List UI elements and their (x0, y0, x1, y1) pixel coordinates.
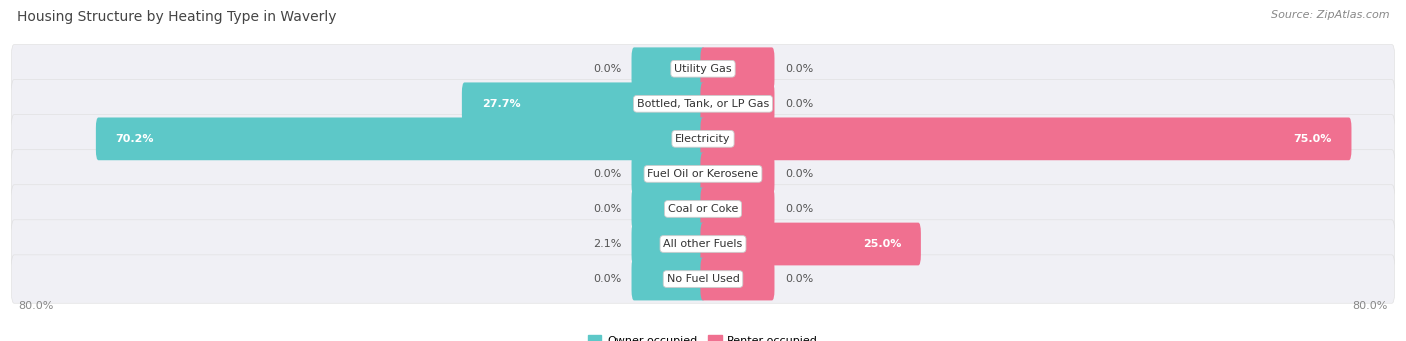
Text: No Fuel Used: No Fuel Used (666, 274, 740, 284)
FancyBboxPatch shape (11, 115, 1395, 163)
FancyBboxPatch shape (631, 47, 706, 90)
Text: 80.0%: 80.0% (18, 301, 53, 311)
Text: 80.0%: 80.0% (1353, 301, 1388, 311)
Text: Source: ZipAtlas.com: Source: ZipAtlas.com (1271, 10, 1389, 20)
Text: 0.0%: 0.0% (593, 274, 621, 284)
FancyBboxPatch shape (11, 220, 1395, 268)
Text: 0.0%: 0.0% (785, 64, 813, 74)
Legend: Owner-occupied, Renter-occupied: Owner-occupied, Renter-occupied (583, 331, 823, 341)
FancyBboxPatch shape (11, 185, 1395, 233)
Text: Utility Gas: Utility Gas (675, 64, 731, 74)
Text: Electricity: Electricity (675, 134, 731, 144)
FancyBboxPatch shape (631, 223, 706, 265)
Text: 75.0%: 75.0% (1294, 134, 1331, 144)
FancyBboxPatch shape (700, 118, 1351, 160)
Text: 0.0%: 0.0% (593, 169, 621, 179)
Text: Bottled, Tank, or LP Gas: Bottled, Tank, or LP Gas (637, 99, 769, 109)
Text: 0.0%: 0.0% (593, 204, 621, 214)
Text: All other Fuels: All other Fuels (664, 239, 742, 249)
FancyBboxPatch shape (11, 45, 1395, 93)
Text: Coal or Coke: Coal or Coke (668, 204, 738, 214)
Text: 27.7%: 27.7% (482, 99, 520, 109)
Text: 0.0%: 0.0% (785, 204, 813, 214)
FancyBboxPatch shape (700, 223, 921, 265)
FancyBboxPatch shape (700, 152, 775, 195)
Text: 70.2%: 70.2% (115, 134, 155, 144)
FancyBboxPatch shape (700, 188, 775, 230)
FancyBboxPatch shape (631, 258, 706, 300)
Text: 2.1%: 2.1% (593, 239, 621, 249)
FancyBboxPatch shape (700, 47, 775, 90)
FancyBboxPatch shape (631, 188, 706, 230)
FancyBboxPatch shape (11, 150, 1395, 198)
Text: 25.0%: 25.0% (863, 239, 901, 249)
FancyBboxPatch shape (11, 255, 1395, 303)
FancyBboxPatch shape (96, 118, 706, 160)
Text: 0.0%: 0.0% (593, 64, 621, 74)
Text: Fuel Oil or Kerosene: Fuel Oil or Kerosene (647, 169, 759, 179)
FancyBboxPatch shape (700, 258, 775, 300)
Text: 0.0%: 0.0% (785, 274, 813, 284)
Text: Housing Structure by Heating Type in Waverly: Housing Structure by Heating Type in Wav… (17, 10, 336, 24)
FancyBboxPatch shape (461, 83, 706, 125)
FancyBboxPatch shape (700, 83, 775, 125)
FancyBboxPatch shape (631, 152, 706, 195)
Text: 0.0%: 0.0% (785, 169, 813, 179)
Text: 0.0%: 0.0% (785, 99, 813, 109)
FancyBboxPatch shape (11, 80, 1395, 128)
